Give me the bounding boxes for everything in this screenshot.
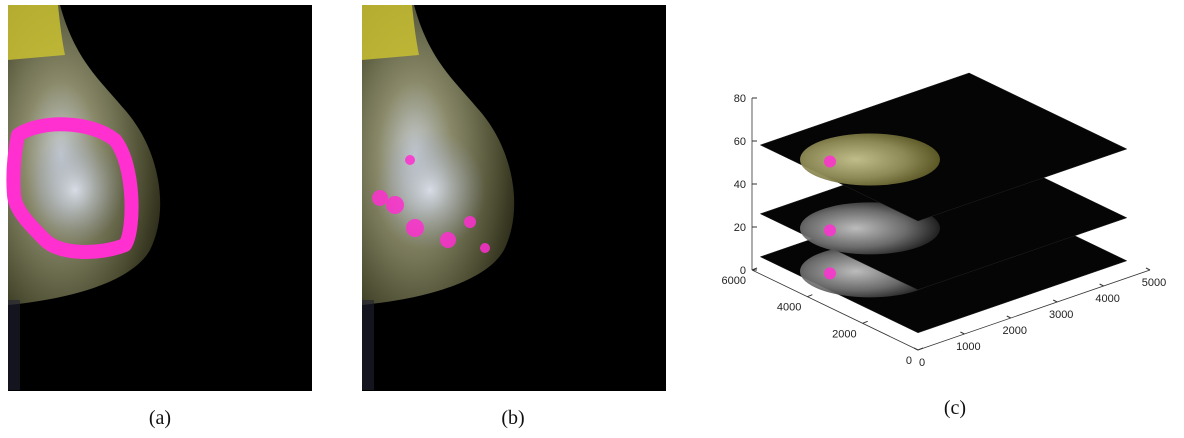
- figure: 0204060806000400020000010002000300040005…: [0, 0, 1184, 438]
- caption: (b): [501, 407, 524, 429]
- x-tick: [914, 348, 918, 350]
- lesion: [824, 156, 836, 168]
- y-tick-label: 2000: [832, 328, 856, 340]
- x-tick: [960, 332, 964, 334]
- panel-a: [8, 5, 312, 391]
- y-tick-label: 0: [906, 355, 912, 367]
- z-tick-label: 40: [734, 179, 746, 191]
- tissue-tint: [800, 134, 940, 186]
- z-tick-label: 60: [734, 136, 746, 148]
- x-tick-label: 3000: [1049, 309, 1073, 321]
- x-tick: [1100, 284, 1104, 286]
- x-tick: [1146, 268, 1150, 270]
- x-tick: [1053, 300, 1057, 302]
- y-tick-label: 6000: [722, 275, 746, 287]
- lesion: [824, 267, 836, 279]
- x-tick: [1007, 316, 1011, 318]
- y-tick: [863, 321, 868, 323]
- panel-c-planes: [760, 73, 1127, 333]
- caption: (c): [944, 397, 966, 419]
- caption: (a): [149, 407, 171, 429]
- x-tick-label: 1000: [956, 341, 980, 353]
- x-tick-label: 4000: [1095, 293, 1119, 305]
- panel-b: [362, 5, 666, 391]
- y-tick: [807, 295, 812, 297]
- y-tick-label: 4000: [777, 302, 801, 314]
- lesion: [824, 224, 836, 236]
- x-tick-label: 0: [919, 357, 925, 369]
- z-tick-label: 80: [734, 93, 746, 105]
- x-tick-label: 2000: [1003, 325, 1027, 337]
- y-tick: [918, 348, 923, 350]
- x-tick-label: 5000: [1142, 277, 1166, 289]
- z-tick-label: 20: [734, 222, 746, 234]
